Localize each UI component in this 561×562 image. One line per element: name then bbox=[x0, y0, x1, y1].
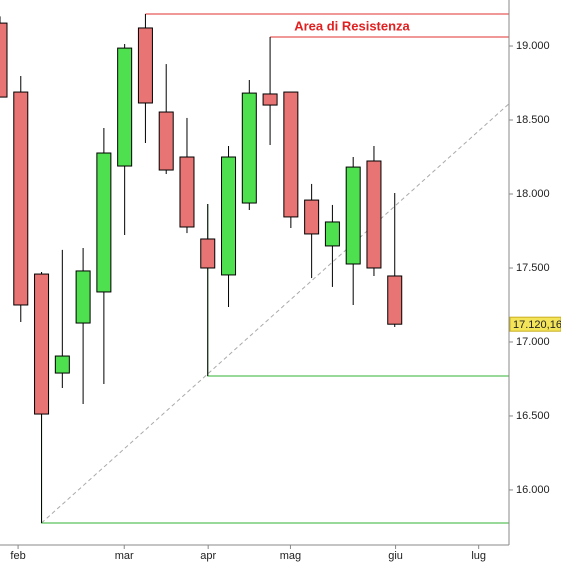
x-tick-label: lug bbox=[471, 550, 486, 562]
trend-line bbox=[41, 103, 509, 524]
candle-body bbox=[262, 93, 278, 106]
y-tick-label: 19.000 bbox=[516, 40, 550, 52]
candle-body bbox=[324, 221, 340, 247]
candle-body bbox=[366, 160, 382, 269]
x-tick-label: feb bbox=[10, 550, 25, 562]
y-tick-label: 18.000 bbox=[516, 188, 550, 200]
candle-body bbox=[200, 238, 216, 269]
last-price-label: 17.120,16 bbox=[513, 319, 561, 331]
candle-body bbox=[117, 47, 133, 167]
candle-body bbox=[54, 355, 70, 374]
annotation: Area di Resistenza bbox=[294, 18, 410, 33]
y-tick-label: 16.000 bbox=[516, 484, 550, 496]
candle-body bbox=[221, 156, 237, 276]
candle-body bbox=[137, 27, 153, 104]
y-tick-label: 16.500 bbox=[516, 410, 550, 422]
x-tick-label: mag bbox=[280, 550, 301, 562]
candle-body bbox=[241, 92, 257, 204]
plot-area bbox=[0, 13, 509, 524]
x-tick-label: giu bbox=[388, 550, 403, 562]
candle-body bbox=[179, 156, 195, 228]
candle-body bbox=[158, 111, 174, 171]
x-tick-label: apr bbox=[200, 550, 216, 562]
last-price-box bbox=[509, 316, 561, 332]
candle-body bbox=[34, 273, 50, 415]
candle-body bbox=[304, 199, 320, 235]
candle-body bbox=[96, 152, 112, 293]
candle-body bbox=[283, 91, 299, 218]
candle-body bbox=[13, 91, 29, 306]
candle-body bbox=[345, 166, 361, 265]
candle-body bbox=[387, 275, 403, 325]
candle-body bbox=[0, 22, 8, 98]
candle-body bbox=[75, 270, 91, 324]
y-tick-label: 18.500 bbox=[516, 114, 550, 126]
level-line bbox=[41, 271, 509, 524]
x-tick-label: mar bbox=[115, 550, 134, 562]
y-tick-label: 17.000 bbox=[516, 336, 550, 348]
y-tick-label: 17.500 bbox=[516, 262, 550, 274]
